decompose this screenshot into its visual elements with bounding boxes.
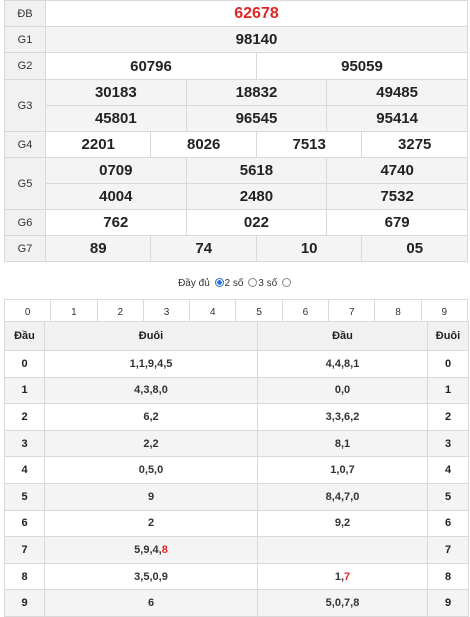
digit-filter-bar: 0 1 2 3 4 5 6 7 8 9	[3, 299, 469, 325]
results-table: ĐB 62678 G1 98140 G2 60796 95059 G3 3018…	[4, 0, 469, 262]
tail-values: 3,5,0,9	[44, 562, 258, 591]
g5-number-1: 0709	[45, 157, 187, 184]
head-values	[257, 536, 428, 564]
row-digit-right: 4	[427, 456, 469, 484]
g3-number-2: 18832	[185, 79, 328, 106]
head-values: 1,0,7	[257, 456, 428, 484]
row-digit-left: 9	[4, 589, 45, 617]
head-values: 9,2	[257, 509, 428, 538]
special-digit-highlight: 8	[161, 543, 168, 556]
tail-values: 2	[44, 509, 258, 538]
g5-number-4: 4004	[45, 183, 187, 210]
tail-values: 6	[44, 589, 258, 617]
head-values: 5,0,7,8	[257, 589, 428, 617]
row-digit-left: 5	[4, 482, 45, 511]
row-digit-left: 6	[4, 509, 45, 538]
digit-filter-5[interactable]: 5	[235, 299, 283, 325]
row-digit-left: 8	[4, 562, 45, 591]
g4-number-2: 8026	[150, 131, 257, 158]
g4-number-3: 7513	[255, 131, 363, 158]
header-duoi: Đuôi	[44, 321, 258, 351]
g3-number-3: 49485	[326, 79, 468, 106]
tail-values: 5,9,4,8	[44, 536, 258, 564]
g5-number-2: 5618	[185, 157, 328, 184]
head-values-text: 1,	[334, 570, 345, 583]
row-digit-right: 2	[427, 403, 469, 431]
g3-number-4: 45801	[45, 105, 187, 132]
g5-number-6: 7532	[326, 183, 468, 210]
g7-number-1: 89	[44, 235, 152, 262]
g5-number-3: 4740	[326, 157, 468, 184]
header-dau: Đầu	[4, 321, 45, 351]
row-digit-right: 5	[427, 482, 469, 511]
digit-filter-4[interactable]: 4	[189, 299, 237, 325]
head-tail-table: Đầu Đuôi Đầu Đuôi 0 1,1,9,4,5 4,4,8,1 0 …	[4, 321, 469, 617]
special-prize-number: 62678	[45, 0, 468, 27]
row-digit-right: 1	[427, 376, 469, 405]
g7-number-3: 10	[255, 235, 363, 262]
radio-full[interactable]	[281, 278, 291, 287]
prize-label-g6: G6	[4, 209, 46, 236]
g5-number-5: 2480	[185, 183, 328, 210]
radio-three-digits[interactable]	[248, 278, 258, 287]
g2-number-1: 60796	[45, 52, 257, 80]
tail-values-text: 5,9,4,	[134, 543, 162, 556]
g1-number: 98140	[45, 26, 468, 53]
g3-number-1: 30183	[45, 79, 187, 106]
row-digit-right: 0	[427, 350, 469, 378]
digit-filter-9[interactable]: 9	[420, 299, 469, 325]
prize-label-g3: G3	[4, 79, 46, 132]
tail-values: 9	[44, 482, 258, 511]
option-two-label[interactable]: 2 số	[224, 278, 244, 289]
option-three-label[interactable]: 3 số	[258, 278, 278, 289]
special-digit-highlight: 7	[344, 570, 351, 583]
prize-label-g2: G2	[4, 52, 46, 80]
tail-values: 6,2	[44, 403, 258, 431]
prize-label-g1: G1	[4, 26, 46, 53]
row-digit-right: 3	[427, 429, 469, 458]
g6-number-3: 679	[326, 209, 468, 236]
head-values: 1,7	[257, 562, 428, 591]
row-digit-left: 3	[4, 429, 45, 458]
head-values: 4,4,8,1	[257, 350, 428, 378]
prize-label-g4: G4	[4, 131, 46, 158]
g2-number-2: 95059	[255, 52, 469, 80]
tail-values: 1,1,9,4,5	[44, 350, 258, 378]
row-digit-left: 4	[4, 456, 45, 484]
g4-number-4: 3275	[361, 131, 468, 158]
g3-number-5: 96545	[185, 105, 328, 132]
row-digit-right: 9	[427, 589, 469, 617]
g6-number-1: 762	[45, 209, 187, 236]
g7-number-4: 05	[361, 235, 468, 262]
head-values: 0,0	[257, 376, 428, 405]
option-full-label[interactable]: Đầy đủ	[178, 278, 210, 289]
radio-two-digits[interactable]	[214, 278, 224, 287]
row-digit-left: 0	[4, 350, 45, 378]
head-values: 8,1	[257, 429, 428, 458]
prize-label-g7: G7	[4, 235, 46, 262]
row-digit-left: 1	[4, 376, 45, 405]
header-duoi-2: Đuôi	[427, 321, 469, 351]
g3-number-6: 95414	[326, 105, 468, 132]
head-values: 3,3,6,2	[257, 403, 428, 431]
header-dau-2: Đầu	[257, 321, 428, 351]
row-digit-right: 8	[427, 562, 469, 591]
head-values: 8,4,7,0	[257, 482, 428, 511]
row-digit-left: 7	[4, 536, 45, 564]
row-digit-right: 7	[427, 536, 469, 564]
row-digit-right: 6	[427, 509, 469, 538]
display-options: Đầy đủ 2 số 3 số	[0, 278, 470, 289]
tail-values: 0,5,0	[44, 456, 258, 484]
tail-values: 2,2	[44, 429, 258, 458]
prize-label-g5: G5	[4, 157, 46, 210]
row-digit-left: 2	[4, 403, 45, 431]
g7-number-2: 74	[150, 235, 257, 262]
tail-values: 4,3,8,0	[44, 376, 258, 405]
g4-number-1: 2201	[44, 131, 152, 158]
g6-number-2: 022	[185, 209, 328, 236]
digit-filter-0[interactable]: 0	[3, 299, 52, 325]
prize-label-db: ĐB	[4, 0, 46, 27]
